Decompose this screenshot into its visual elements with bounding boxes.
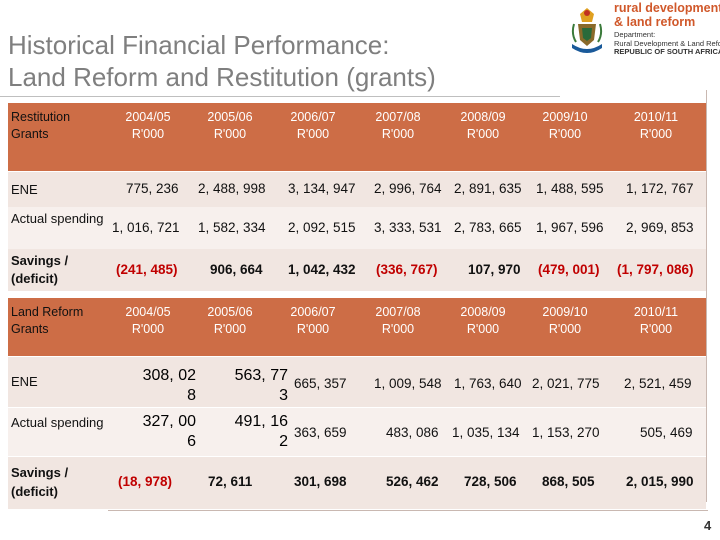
restitution-value-cell: 3, 333, 531 — [374, 220, 442, 235]
restitution-ene-label: ENE — [8, 172, 108, 207]
lr-ene-2007-value: 1, 009, 548 — [374, 376, 442, 391]
restitution-year-header: 2009/10 R'000 — [524, 103, 606, 171]
restitution-value-cell: 1, 488, 595 — [536, 181, 604, 196]
logo-department-text: Department: Rural Development & Land Ref… — [614, 30, 720, 56]
lr-actual-2005-value: 491, 16 2 — [234, 413, 288, 450]
lr-ene-2004-value: 308, 02 8 — [142, 367, 196, 404]
restitution-value-cell: 2, 996, 764 — [374, 181, 442, 196]
lr-actual-2004-value: 327, 00 6 — [142, 413, 196, 450]
land-reform-year-header: 2008/09 R'000 — [442, 298, 524, 356]
restitution-value-cell: 3, 134, 947 — [288, 181, 356, 196]
restitution-ene-row — [108, 172, 706, 207]
title-divider — [0, 96, 560, 97]
restitution-year-header: 2007/08 R'000 — [354, 103, 442, 171]
restitution-actual-label: Actual spending — [8, 207, 108, 249]
restitution-year-header: 2010/11 R'000 — [606, 103, 706, 171]
lr-ene-2006-value: 665, 357 — [294, 376, 347, 391]
restitution-value-cell: 2, 891, 635 — [454, 181, 522, 196]
coat-of-arms-icon — [571, 8, 603, 53]
restitution-actual-row — [108, 207, 706, 249]
lr-actual-2008-value: 1, 035, 134 — [452, 425, 520, 440]
land-reform-ene-row — [108, 357, 706, 407]
restitution-year-header: 2008/09 R'000 — [442, 103, 524, 171]
land-reform-year-header: 2007/08 R'000 — [354, 298, 442, 356]
lr-actual-2010-value: 505, 469 — [640, 425, 693, 440]
restitution-value-cell: 1, 172, 767 — [626, 181, 694, 196]
restitution-savings-row — [108, 249, 706, 291]
restitution-value-cell: 2, 783, 665 — [454, 220, 522, 235]
lr-ene-2010-value: 2, 521, 459 — [624, 376, 692, 391]
page-number: 4 — [704, 518, 712, 533]
restitution-header-label: Restitution Grants — [8, 103, 108, 171]
lr-ene-2008-value: 1, 763, 640 — [454, 376, 522, 391]
restitution-value-cell: (1, 797, 086) — [617, 262, 694, 277]
lr-ene-2009-value: 2, 021, 775 — [532, 376, 600, 391]
land-reform-ene-label: ENE — [8, 357, 108, 407]
lr-savings-2006-value: 301, 698 — [294, 474, 347, 489]
restitution-value-cell: (241, 485) — [116, 262, 178, 277]
lr-ene-2005-value: 563, 77 3 — [234, 367, 288, 404]
lr-savings-2009-value: 868, 505 — [542, 474, 595, 489]
land-reform-year-header: 2010/11 R'000 — [606, 298, 706, 356]
restitution-value-cell: 107, 970 — [468, 262, 521, 277]
lr-savings-2007-value: 526, 462 — [386, 474, 439, 489]
table-bottom-border — [108, 510, 708, 511]
restitution-value-cell: (336, 767) — [376, 262, 438, 277]
restitution-value-cell: 2, 092, 515 — [288, 220, 356, 235]
land-reform-year-header: 2009/10 R'000 — [524, 298, 606, 356]
department-logo: rural development & land reform Departme… — [566, 0, 720, 64]
land-reform-actual-label: Actual spending — [8, 408, 108, 456]
lr-savings-2010-value: 2, 015, 990 — [626, 474, 694, 489]
restitution-value-cell: 906, 664 — [210, 262, 263, 277]
land-reform-header-label: Land Reform Grants — [8, 298, 108, 356]
lr-actual-2009-value: 1, 153, 270 — [532, 425, 600, 440]
lr-savings-2005-value: 72, 611 — [208, 474, 253, 489]
land-reform-year-header: 2006/07 R'000 — [272, 298, 354, 356]
table-right-border — [706, 90, 707, 502]
restitution-value-cell: 1, 967, 596 — [536, 220, 604, 235]
slide-title-line-2: Land Reform and Restitution (grants) — [8, 62, 436, 92]
restitution-year-header: 2005/06 R'000 — [188, 103, 272, 171]
lr-savings-2004-value: (18, 978) — [118, 474, 173, 489]
land-reform-actual-row — [108, 408, 706, 456]
lr-actual-2007-value: 483, 086 — [386, 425, 439, 440]
land-reform-year-header: 2005/06 R'000 — [188, 298, 272, 356]
logo-brand-line-2: & land reform — [614, 15, 696, 29]
restitution-value-cell: (479, 001) — [538, 262, 600, 277]
restitution-value-cell: 775, 236 — [126, 181, 179, 196]
land-reform-savings-label: Savings / (deficit) — [8, 457, 108, 509]
restitution-value-cell: 2, 969, 853 — [626, 220, 694, 235]
restitution-year-header: 2004/05 R'000 — [108, 103, 188, 171]
restitution-value-cell: 1, 016, 721 — [112, 220, 180, 235]
lr-savings-2008-value: 728, 506 — [464, 474, 517, 489]
slide-title-line-1: Historical Financial Performance: — [8, 30, 390, 60]
restitution-value-cell: 1, 042, 432 — [288, 262, 356, 277]
land-reform-savings-row — [108, 457, 706, 509]
restitution-value-cell: 1, 582, 334 — [198, 220, 266, 235]
lr-actual-2006-value: 363, 659 — [294, 425, 347, 440]
logo-brand-line-1: rural development — [614, 1, 720, 15]
restitution-value-cell: 2, 488, 998 — [198, 181, 266, 196]
land-reform-year-header: 2004/05 R'000 — [108, 298, 188, 356]
restitution-year-header: 2006/07 R'000 — [272, 103, 354, 171]
restitution-savings-label: Savings / (deficit) — [8, 249, 108, 291]
